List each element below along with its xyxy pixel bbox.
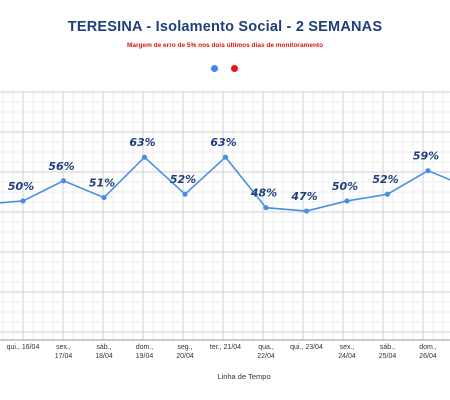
x-axis-title: Linha de Tempo (217, 372, 270, 381)
data-point (303, 208, 310, 214)
data-point (344, 198, 350, 204)
data-point (20, 198, 26, 204)
data-label: 47% (290, 190, 317, 203)
data-point (141, 154, 148, 160)
x-tick-label: sex., 24/04 (338, 344, 356, 360)
x-tick-label: qui., 16/04 (7, 344, 40, 351)
x-axis-ticks: qui., 16/04 sex., 17/04 sáb., 18/04 dom., 19/0… (7, 344, 437, 360)
x-tick-label: dom., 19/04 (136, 344, 154, 360)
x-tick-label: seg., 20/04 (176, 344, 194, 360)
data-point (263, 205, 269, 211)
chart-subtitle: Margem de erro de 5% nos dois últimos di… (126, 42, 324, 49)
x-tick-label: sex., 17/04 (55, 344, 73, 360)
x-tick-label: dom., 26/04 (419, 344, 437, 360)
data-label: 63% (210, 136, 236, 149)
x-tick-label: sáb., 25/04 (379, 344, 397, 360)
data-point (101, 194, 107, 201)
data-point (425, 168, 431, 174)
data-label: 63% (129, 136, 155, 149)
legend-dot-red (231, 65, 238, 72)
data-point (222, 154, 229, 160)
data-label: 50% (8, 180, 34, 193)
chart-title: TERESINA - Isolamento Social - 2 SEMANAS (67, 19, 383, 35)
legend-dot-blue (211, 65, 218, 72)
x-tick-label: qua., 22/04 (257, 344, 275, 360)
data-label: 52% (170, 173, 196, 186)
data-label: 48% (250, 187, 277, 200)
data-label: 50% (332, 180, 358, 193)
data-point (182, 191, 188, 197)
data-point (60, 178, 67, 184)
data-label: 51% (89, 177, 115, 190)
x-tick-label: sáb., 18/04 (95, 344, 113, 360)
data-label: 52% (372, 173, 398, 186)
data-label: 59% (413, 150, 439, 163)
gridlines (0, 91, 450, 341)
data-point (384, 191, 391, 197)
data-label: 56% (48, 160, 74, 173)
data-series: 50% 56% 51% 63% 52% 63% 48% 47% 50% 52% 59% (0, 136, 450, 214)
x-tick-label: ter., 21/04 (210, 344, 241, 351)
x-tick-label: qui., 23/04 (290, 344, 323, 351)
